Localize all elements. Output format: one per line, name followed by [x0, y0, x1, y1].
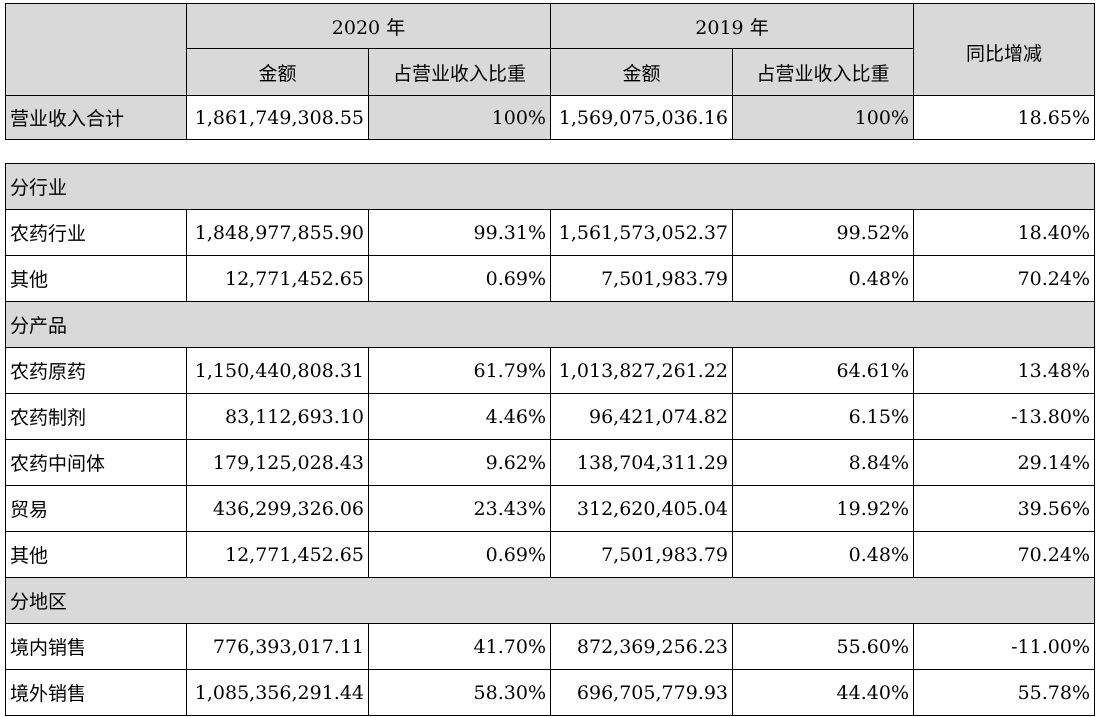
ratio-2019: 19.92% [732, 485, 914, 532]
header-blank-cell [5, 3, 187, 96]
header-yoy: 同比增减 [913, 3, 1095, 96]
amount-2019: 1,013,827,261.22 [550, 347, 733, 394]
yoy-change: 70.24% [912, 531, 1096, 578]
table-row: 境外销售 1,085,356,291.44 58.30% 696,705,779… [5, 669, 1096, 716]
amount-2019: 138,704,311.29 [550, 439, 733, 486]
row-label: 农药制剂 [5, 393, 187, 440]
total-row: 营业收入合计 1,861,749,308.55 100% 1,569,075,0… [5, 95, 1095, 140]
ratio-2020: 58.30% [368, 669, 551, 716]
amount-2019: 1,569,075,036.16 [550, 95, 733, 140]
ratio-2020: 0.69% [368, 255, 551, 302]
row-label: 其他 [5, 255, 187, 302]
ratio-2019: 0.48% [732, 255, 914, 302]
section-row: 分产品 [4, 301, 1096, 348]
row-label: 境内销售 [5, 623, 187, 670]
row-label: 其他 [5, 531, 187, 578]
amount-2019: 1,561,573,052.37 [550, 209, 733, 256]
section-industry: 分行业 [4, 163, 1096, 210]
amount-2020: 1,085,356,291.44 [186, 669, 369, 716]
ratio-2020: 9.62% [368, 439, 551, 486]
table-row: 其他 12,771,452.65 0.69% 7,501,983.79 0.48… [5, 255, 1096, 302]
yoy-change: 55.78% [912, 669, 1096, 716]
amount-2020: 436,299,326.06 [186, 485, 369, 532]
ratio-2019: 6.15% [732, 393, 914, 440]
ratio-2019: 44.40% [732, 669, 914, 716]
ratio-2019: 55.60% [732, 623, 914, 670]
yoy-change: -13.80% [912, 393, 1096, 440]
row-label: 农药行业 [5, 209, 187, 256]
header-ratio-2019: 占营业收入比重 [732, 48, 914, 96]
amount-2019: 872,369,256.23 [550, 623, 733, 670]
amount-2020: 1,861,749,308.55 [186, 95, 369, 140]
amount-2019: 312,620,405.04 [550, 485, 733, 532]
table-row: 农药制剂 83,112,693.10 4.46% 96,421,074.82 6… [5, 393, 1096, 440]
ratio-2020: 99.31% [368, 209, 551, 256]
ratio-2020: 41.70% [368, 623, 551, 670]
section-row: 分行业 [4, 163, 1096, 210]
row-label: 农药中间体 [5, 439, 187, 486]
row-label: 境外销售 [5, 669, 187, 716]
table-row: 贸易 436,299,326.06 23.43% 312,620,405.04 … [5, 485, 1096, 532]
section-product: 分产品 [4, 301, 1096, 348]
header-amount-2019: 金额 [550, 48, 733, 96]
table-row: 农药行业 1,848,977,855.90 99.31% 1,561,573,0… [5, 209, 1096, 256]
ratio-2020: 0.69% [368, 531, 551, 578]
row-label: 农药原药 [5, 347, 187, 394]
ratio-2019: 99.52% [732, 209, 914, 256]
ratio-2019: 100% [732, 95, 914, 140]
table-row: 农药中间体 179,125,028.43 9.62% 138,704,311.2… [5, 439, 1096, 486]
row-label: 贸易 [5, 485, 187, 532]
ratio-2019: 0.48% [732, 531, 914, 578]
header-amount-2020: 金额 [186, 48, 369, 96]
row-label: 营业收入合计 [5, 95, 187, 140]
yoy-change: 39.56% [912, 485, 1096, 532]
amount-2019: 96,421,074.82 [550, 393, 733, 440]
amount-2019: 7,501,983.79 [550, 531, 733, 578]
amount-2020: 776,393,017.11 [186, 623, 369, 670]
amount-2020: 1,150,440,808.31 [186, 347, 369, 394]
amount-2019: 696,705,779.93 [550, 669, 733, 716]
ratio-2020: 4.46% [368, 393, 551, 440]
yoy-change: 13.48% [912, 347, 1096, 394]
ratio-2020: 23.43% [368, 485, 551, 532]
section-region: 分地区 [4, 577, 1096, 624]
ratio-2020: 61.79% [368, 347, 551, 394]
section-row: 分地区 [4, 577, 1096, 624]
ratio-2020: 100% [368, 95, 551, 140]
amount-2020: 12,771,452.65 [186, 531, 369, 578]
amount-2019: 7,501,983.79 [550, 255, 733, 302]
table-row: 境内销售 776,393,017.11 41.70% 872,369,256.2… [5, 623, 1096, 670]
yoy-change: 18.40% [912, 209, 1096, 256]
yoy-change: 29.14% [912, 439, 1096, 486]
header-year-2019: 2019 年 [550, 3, 914, 49]
amount-2020: 1,848,977,855.90 [186, 209, 369, 256]
revenue-breakdown-table: 分行业 农药行业 1,848,977,855.90 99.31% 1,561,5… [4, 163, 1096, 716]
table-row: 其他 12,771,452.65 0.69% 7,501,983.79 0.48… [5, 531, 1096, 578]
revenue-summary-table: 2020 年 2019 年 同比增减 金额 占营业收入比重 金额 占营业收入比重… [5, 3, 1095, 140]
amount-2020: 179,125,028.43 [186, 439, 369, 486]
amount-2020: 12,771,452.65 [186, 255, 369, 302]
yoy-change: -11.00% [912, 623, 1096, 670]
ratio-2019: 8.84% [732, 439, 914, 486]
ratio-2019: 64.61% [732, 347, 914, 394]
table-row: 农药原药 1,150,440,808.31 61.79% 1,013,827,2… [5, 347, 1096, 394]
header-year-2020: 2020 年 [186, 3, 551, 49]
yoy-change: 18.65% [913, 95, 1095, 140]
yoy-change: 70.24% [912, 255, 1096, 302]
amount-2020: 83,112,693.10 [186, 393, 369, 440]
header-ratio-2020: 占营业收入比重 [368, 48, 551, 96]
